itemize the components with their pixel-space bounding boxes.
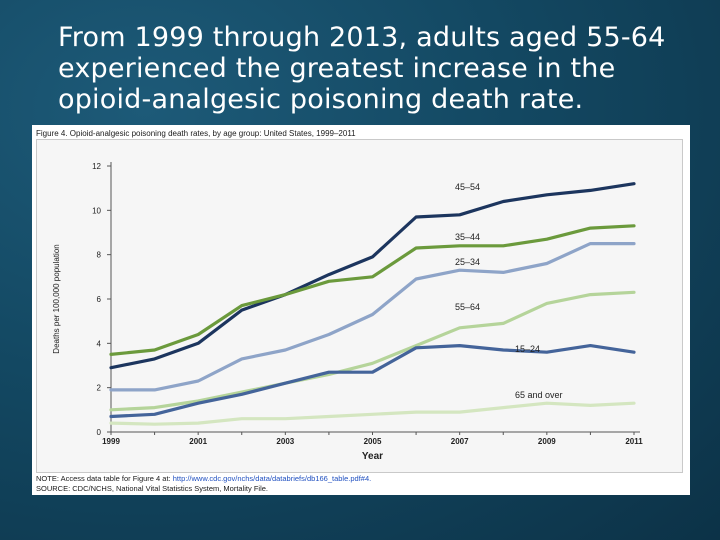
x-tick-label-2003: 2003 xyxy=(276,437,294,446)
y-tick-label-2: 2 xyxy=(97,384,102,393)
slide-title-line-1: From 1999 through 2013, adults aged 55-6… xyxy=(58,22,666,53)
x-tick-label-2007: 2007 xyxy=(451,437,469,446)
y-tick-label-0: 0 xyxy=(97,428,102,437)
series-line-35-44 xyxy=(109,224,636,356)
series-label-25-34: 25–34 xyxy=(455,257,480,267)
y-axis-label: Deaths per 100,000 population xyxy=(52,244,61,353)
series-line-55-64 xyxy=(109,290,636,412)
y-tick-label-8: 8 xyxy=(97,251,102,260)
x-tick-label-2011: 2011 xyxy=(625,437,643,446)
x-tick-label-2005: 2005 xyxy=(364,437,382,446)
series-label-35-44: 35–44 xyxy=(455,232,480,242)
slide-title-line-2: experienced the greatest increase in the xyxy=(58,53,616,84)
y-tick-label-6: 6 xyxy=(97,295,102,304)
x-tick-label-2009: 2009 xyxy=(538,437,556,446)
series-line-15-24 xyxy=(109,344,636,419)
figure-note: NOTE: Access data table for Figure 4 at:… xyxy=(36,474,371,483)
y-tick-label-4: 4 xyxy=(97,339,102,348)
figure-source: SOURCE: CDC/NCHS, National Vital Statist… xyxy=(36,484,268,493)
figure-note-text: NOTE: Access data table for Figure 4 at: xyxy=(36,474,173,483)
y-tick-label-10: 10 xyxy=(92,206,101,215)
series-label-15-24: 15–24 xyxy=(515,344,540,354)
chart-frame: 0 2 4 6 8 10 12 1999 2001 2003 2005 2007 2009 2011 Yea… xyxy=(36,139,683,473)
series-line-25-34 xyxy=(109,241,636,392)
figure-caption: Figure 4. Opioid-analgesic poisoning dea… xyxy=(36,129,356,138)
series-line-45-54 xyxy=(109,182,636,370)
y-tick-label-12: 12 xyxy=(92,162,101,171)
x-tick-label-1999: 1999 xyxy=(102,437,120,446)
series-label-65-and-over: 65 and over xyxy=(515,390,563,400)
series-label-45-54: 45–54 xyxy=(455,182,480,192)
series-label-55-64: 55–64 xyxy=(455,302,480,312)
slide-title-line-3: opioid-analgesic poisoning death rate. xyxy=(58,84,584,115)
slide-title: From 1999 through 2013, adults aged 55-6… xyxy=(58,22,698,115)
series-line-65-and-over xyxy=(109,401,636,426)
line-chart: 0 2 4 6 8 10 12 1999 2001 2003 2005 2007 2009 2011 Yea… xyxy=(52,162,643,462)
x-axis-label: Year xyxy=(362,451,383,462)
data-table-link[interactable]: http://www.cdc.gov/nchs/data/databriefs/… xyxy=(172,474,372,483)
x-tick-label-2001: 2001 xyxy=(189,437,207,446)
figure-panel: Figure 4. Opioid-analgesic poisoning dea… xyxy=(32,125,690,495)
